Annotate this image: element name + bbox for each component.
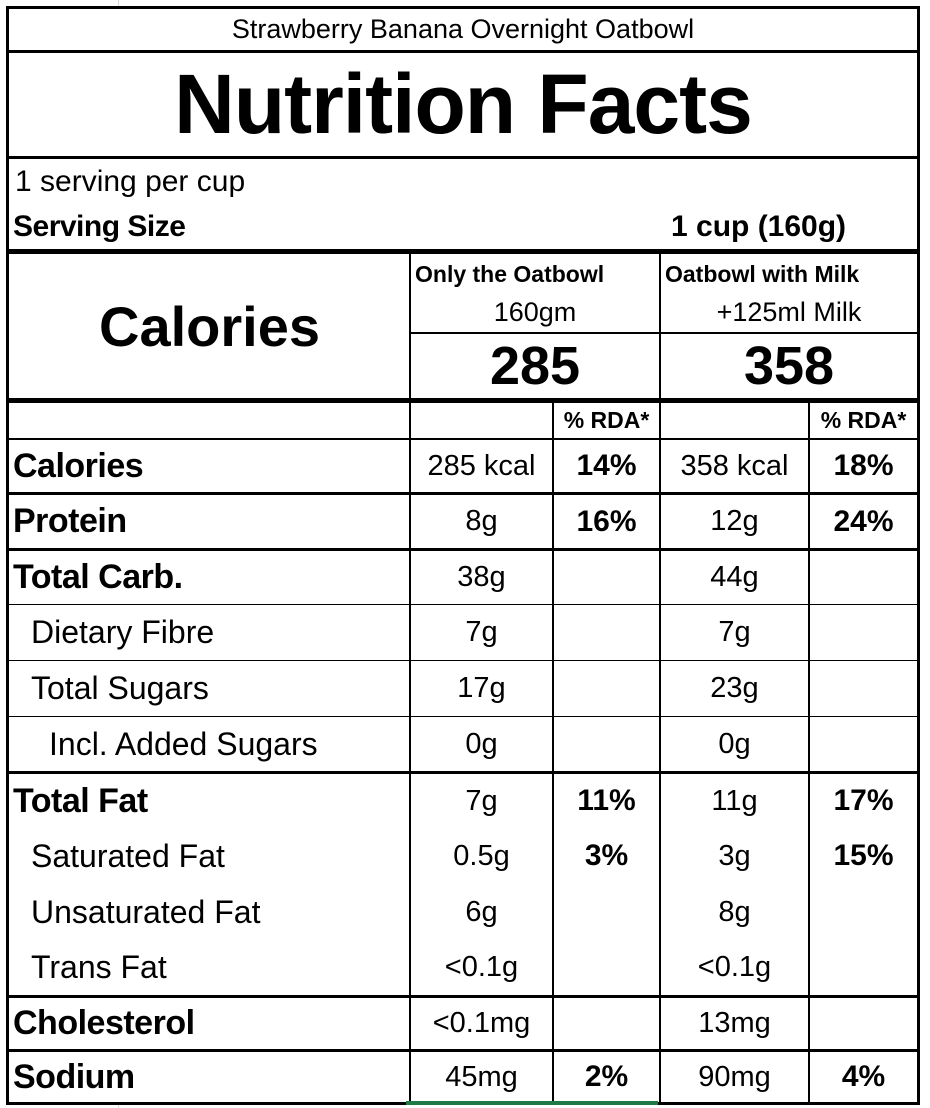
nutrient-rda-oatbowl: [554, 940, 659, 995]
divider: [9, 660, 917, 661]
divider: [409, 403, 411, 1102]
nutrient-rda-with-milk: [810, 717, 917, 771]
servings-per: 1 serving per cup: [15, 165, 246, 198]
nutrient-label: Total Sugars: [31, 670, 209, 706]
nutrient-value-with-milk: 11g: [711, 784, 758, 817]
divider: [411, 332, 917, 334]
nutrient-value-with-milk: <0.1g: [697, 951, 772, 983]
divider: [9, 156, 917, 159]
nutrient-label: Saturated Fat: [31, 837, 225, 874]
nutrient-rda-with-milk: 17%: [833, 784, 894, 817]
nutrient-value-with-milk: 44g: [710, 561, 759, 593]
nutrient-value-oatbowl: 7g: [465, 784, 498, 817]
nutrient-label: Dietary Fibre: [31, 614, 215, 650]
divider: [659, 254, 661, 398]
product-name: Strawberry Banana Overnight Oatbowl: [231, 14, 695, 44]
rda-header-oatbowl: % RDA*: [563, 407, 650, 433]
nutrient-value-with-milk: 13mg: [698, 1007, 771, 1039]
nutrient-rda-oatbowl: [554, 605, 659, 660]
nutrient-value-with-milk: 90mg: [698, 1060, 771, 1093]
divider: [659, 403, 661, 1102]
divider-thick: [9, 398, 917, 403]
nutrient-value-with-milk: 23g: [710, 672, 759, 704]
nutrient-rda-oatbowl: 2%: [584, 1060, 629, 1093]
nutrient-value-with-milk: 3g: [718, 839, 751, 872]
nutrient-rda-oatbowl: [554, 884, 659, 940]
divider: [808, 403, 810, 1102]
nutrient-value-oatbowl: 7g: [465, 616, 498, 648]
heading-nutrition-facts: Nutrition Facts: [174, 57, 753, 151]
divider: [9, 50, 917, 53]
nutrient-rda-oatbowl: [554, 661, 659, 716]
nutrition-label: Strawberry Banana Overnight Oatbowl Nutr…: [6, 6, 920, 1105]
nutrient-value-oatbowl: <0.1mg: [432, 1007, 531, 1039]
nutrient-rda-with-milk: 15%: [833, 839, 894, 872]
nutrient-value-oatbowl: 285 kcal: [427, 449, 536, 482]
nutrient-label: Incl. Added Sugars: [49, 725, 318, 762]
nutrient-label: Total Carb.: [13, 558, 183, 596]
nutrient-rda-oatbowl: 16%: [576, 504, 637, 538]
divider: [9, 548, 917, 551]
nutrient-rda-oatbowl: [554, 551, 659, 604]
nutrient-rda-oatbowl: 3%: [584, 839, 629, 872]
nutrient-value-oatbowl: 8g: [465, 505, 498, 537]
divider: [9, 716, 917, 717]
nutrient-value-with-milk: 358 kcal: [680, 449, 789, 482]
divider: [9, 438, 917, 440]
nutrient-rda-oatbowl: 14%: [576, 449, 637, 482]
divider: [9, 492, 917, 495]
nutrient-label: Calories: [13, 446, 144, 485]
nutrient-value-with-milk: 12g: [710, 505, 759, 537]
nutrient-rda-oatbowl: [554, 717, 659, 771]
divider-thick: [9, 249, 917, 254]
nutrient-label: Unsaturated Fat: [31, 893, 261, 930]
column-subtitle-oatbowl: 160gm: [493, 296, 577, 327]
nutrient-value-with-milk: 7g: [718, 616, 751, 648]
nutrient-value-oatbowl: 0.5g: [453, 839, 510, 872]
nutrient-rda-with-milk: [810, 661, 917, 716]
nutrient-rda-with-milk: 24%: [833, 504, 894, 538]
rda-header-with-milk: % RDA*: [820, 407, 907, 433]
divider: [9, 1049, 917, 1052]
nutrient-value-oatbowl: 45mg: [445, 1060, 518, 1093]
nutrient-rda-with-milk: 18%: [833, 449, 894, 482]
nutrient-label: Trans Fat: [31, 949, 167, 985]
nutrient-value-with-milk: 0g: [718, 727, 751, 760]
serving-size-value: 1 cup (160g): [671, 210, 847, 243]
column-title-oatbowl: Only the Oatbowl: [415, 260, 605, 287]
nutrient-rda-oatbowl: 11%: [577, 784, 636, 817]
column-subtitle-with-milk: +125ml Milk: [716, 296, 862, 327]
nutrient-rda-with-milk: [810, 605, 917, 660]
nutrient-rda-with-milk: [810, 884, 917, 940]
calories-value-with-milk: 358: [743, 336, 835, 396]
nutrient-rda-with-milk: [810, 940, 917, 995]
cell-selection-indicator[interactable]: [406, 1101, 658, 1105]
calories-label: Calories: [99, 294, 320, 358]
nutrient-label: Protein: [13, 502, 127, 540]
nutrient-value-oatbowl: 38g: [457, 561, 506, 593]
serving-size-label: Serving Size: [13, 210, 186, 243]
divider: [9, 995, 917, 998]
nutrient-label: Sodium: [13, 1057, 135, 1096]
nutrient-value-oatbowl: 0g: [465, 727, 498, 760]
nutrient-value-with-milk: 8g: [718, 895, 751, 928]
nutrient-label: Total Fat: [13, 781, 148, 820]
divider: [9, 604, 917, 605]
nutrient-rda-oatbowl: [554, 998, 659, 1049]
nutrient-value-oatbowl: <0.1g: [444, 951, 519, 983]
divider: [9, 771, 917, 774]
nutrient-rda-with-milk: [810, 998, 917, 1049]
calories-value-oatbowl: 285: [489, 336, 581, 396]
nutrient-label: Cholesterol: [13, 1004, 195, 1042]
divider: [409, 254, 411, 398]
nutrient-rda-with-milk: [810, 551, 917, 604]
nutrient-rda-with-milk: 4%: [841, 1060, 886, 1093]
column-title-with-milk: Oatbowl with Milk: [665, 260, 860, 287]
divider: [552, 403, 554, 1102]
nutrient-value-oatbowl: 6g: [465, 895, 498, 928]
nutrient-value-oatbowl: 17g: [457, 672, 506, 704]
